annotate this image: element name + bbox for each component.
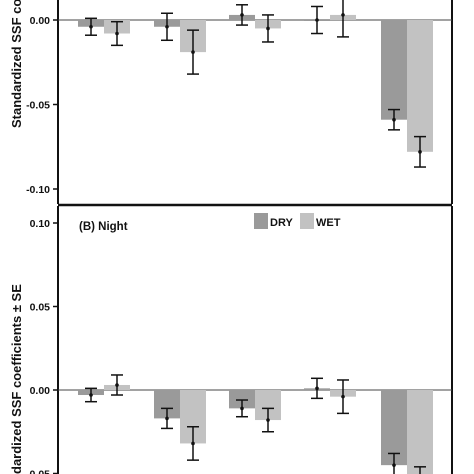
panel-b-mean-point [165,416,169,421]
panel-a-bar-wet [407,20,433,152]
panel-b-mean-point [341,394,345,399]
panel-a-mean-point [392,117,396,122]
panel-a-mean-point [89,24,93,29]
panel-b-bar-wet [407,390,433,474]
legend-dry-swatch [254,213,268,229]
panel-b-y-tick-label: 0.10 [30,218,51,230]
panel-b-mean-point [392,463,396,467]
panel-b-mean-point [89,393,93,397]
legend-wet-label: WET [316,217,341,229]
panel-b-mean-point [191,441,195,446]
panel-a-mean-point [115,31,119,36]
panel-a-plot: 0.00 -0.05 -0.10 [26,0,452,196]
panel-a-mean-point [266,26,270,31]
panel-b-bar-dry [381,390,407,466]
panel-a-y-tick-label: -0.05 [26,100,50,112]
panel-b-mean-point [315,386,319,391]
panel-a-mean-point [315,18,319,22]
panel-a-bar-dry [381,20,407,120]
panel-a-mean-point [341,13,345,17]
panel-b-y-tick-label: 0.00 [30,385,51,397]
legend-dry-label: DRY [270,217,293,229]
panel-b-mean-point [115,383,119,387]
panel-b-y-tick-label: -0.05 [26,469,50,474]
panel-b-y-tick-label: 0.05 [30,302,51,314]
legend-wet-swatch [300,213,314,229]
panel-b-plot: 0.10 0.05 0.00 -0.05 [26,218,452,474]
panel-b-mean-point [266,418,270,422]
panel-a-y-axis-title: Standardized SSF co [9,0,24,128]
panel-a-mean-point [165,24,169,29]
panel-b-bar-dry [229,390,255,409]
panel-b-title: (B) Night [79,221,128,233]
panel-a-mean-point [191,50,195,54]
panel-a-y-tick-label: -0.10 [26,184,50,196]
panel-b-y-axis-title: dardized SSF coefficients ± SE [9,284,24,474]
panel-a-mean-point [240,13,244,17]
panel-b-mean-point [240,406,244,411]
panel-a-mean-point [418,150,422,154]
panel-a-y-tick-label: 0.00 [30,15,51,27]
